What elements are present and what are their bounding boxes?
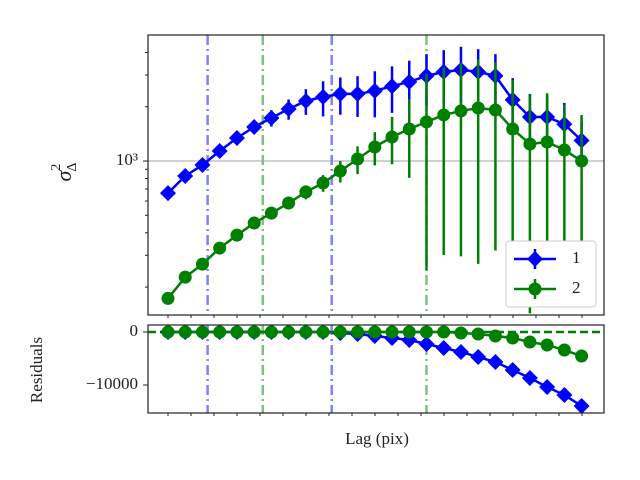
x-label: Lag (pix) (345, 429, 409, 448)
marker (159, 185, 176, 202)
marker (297, 92, 314, 109)
marker (333, 325, 347, 339)
marker (454, 104, 468, 118)
plot-area (148, 325, 604, 413)
marker (539, 379, 556, 396)
marker (573, 398, 590, 413)
marker (504, 362, 521, 379)
marker (247, 216, 261, 230)
marker (280, 100, 297, 117)
marker (211, 142, 228, 159)
marker (351, 325, 365, 339)
marker (471, 101, 485, 115)
marker (230, 228, 244, 242)
marker (351, 152, 365, 166)
marker (194, 157, 211, 174)
marker (506, 331, 520, 345)
marker (419, 115, 433, 129)
marker (368, 325, 382, 339)
marker (316, 176, 330, 190)
marker (247, 325, 261, 339)
y-tick-label: −10000 (86, 374, 138, 393)
marker (557, 143, 571, 157)
marker (282, 196, 296, 210)
marker (437, 325, 451, 339)
marker (177, 168, 194, 185)
marker (316, 325, 330, 339)
marker (471, 327, 485, 341)
marker (385, 130, 399, 144)
marker (540, 135, 554, 149)
marker (263, 109, 280, 126)
marker (402, 122, 416, 136)
marker (264, 206, 278, 220)
legend-marker (527, 251, 543, 267)
marker (161, 325, 175, 339)
marker (213, 241, 227, 255)
marker (385, 325, 399, 339)
marker (246, 118, 263, 135)
marker (228, 129, 245, 146)
axes-frame (147, 34, 605, 316)
marker (230, 325, 244, 339)
marker (315, 88, 332, 105)
marker (540, 338, 554, 352)
marker (299, 325, 313, 339)
marker (521, 370, 538, 387)
marker (488, 103, 502, 117)
marker (523, 137, 537, 151)
top-y-label: σ2Δ (49, 163, 80, 182)
axes-frame (147, 324, 605, 414)
legend-label: 1 (572, 248, 581, 267)
marker (195, 257, 209, 271)
marker (161, 291, 175, 305)
marker (384, 78, 401, 95)
marker (368, 140, 382, 154)
marker (401, 73, 418, 90)
y-tick-label: 10³ (116, 150, 138, 169)
marker (366, 82, 383, 99)
y-label-sub: Δ (65, 163, 80, 172)
y-tick-label: 0 (130, 321, 139, 340)
marker (178, 270, 192, 284)
marker (332, 85, 349, 102)
marker (488, 329, 502, 343)
marker (575, 154, 589, 168)
legend-marker (528, 282, 542, 296)
marker (178, 325, 192, 339)
marker (575, 349, 589, 363)
marker (299, 185, 313, 199)
legend-box (505, 240, 597, 308)
bottom-y-label: Residuals (27, 337, 46, 403)
marker (487, 354, 504, 371)
marker (418, 335, 435, 352)
marker (419, 325, 433, 339)
marker (333, 164, 347, 178)
marker (264, 325, 278, 339)
marker (402, 325, 416, 339)
marker (282, 325, 296, 339)
legend-label: 2 (572, 278, 581, 297)
marker (454, 326, 468, 340)
marker (470, 349, 487, 366)
marker (435, 340, 452, 357)
y-label-sup: 2 (49, 164, 64, 171)
marker (557, 343, 571, 357)
marker (523, 335, 537, 349)
marker (506, 122, 520, 136)
marker (452, 343, 469, 360)
marker (213, 325, 227, 339)
marker (437, 108, 451, 122)
marker (195, 325, 209, 339)
marker (349, 85, 366, 102)
y-label-symbol: σ (51, 169, 76, 181)
marker (556, 387, 573, 404)
